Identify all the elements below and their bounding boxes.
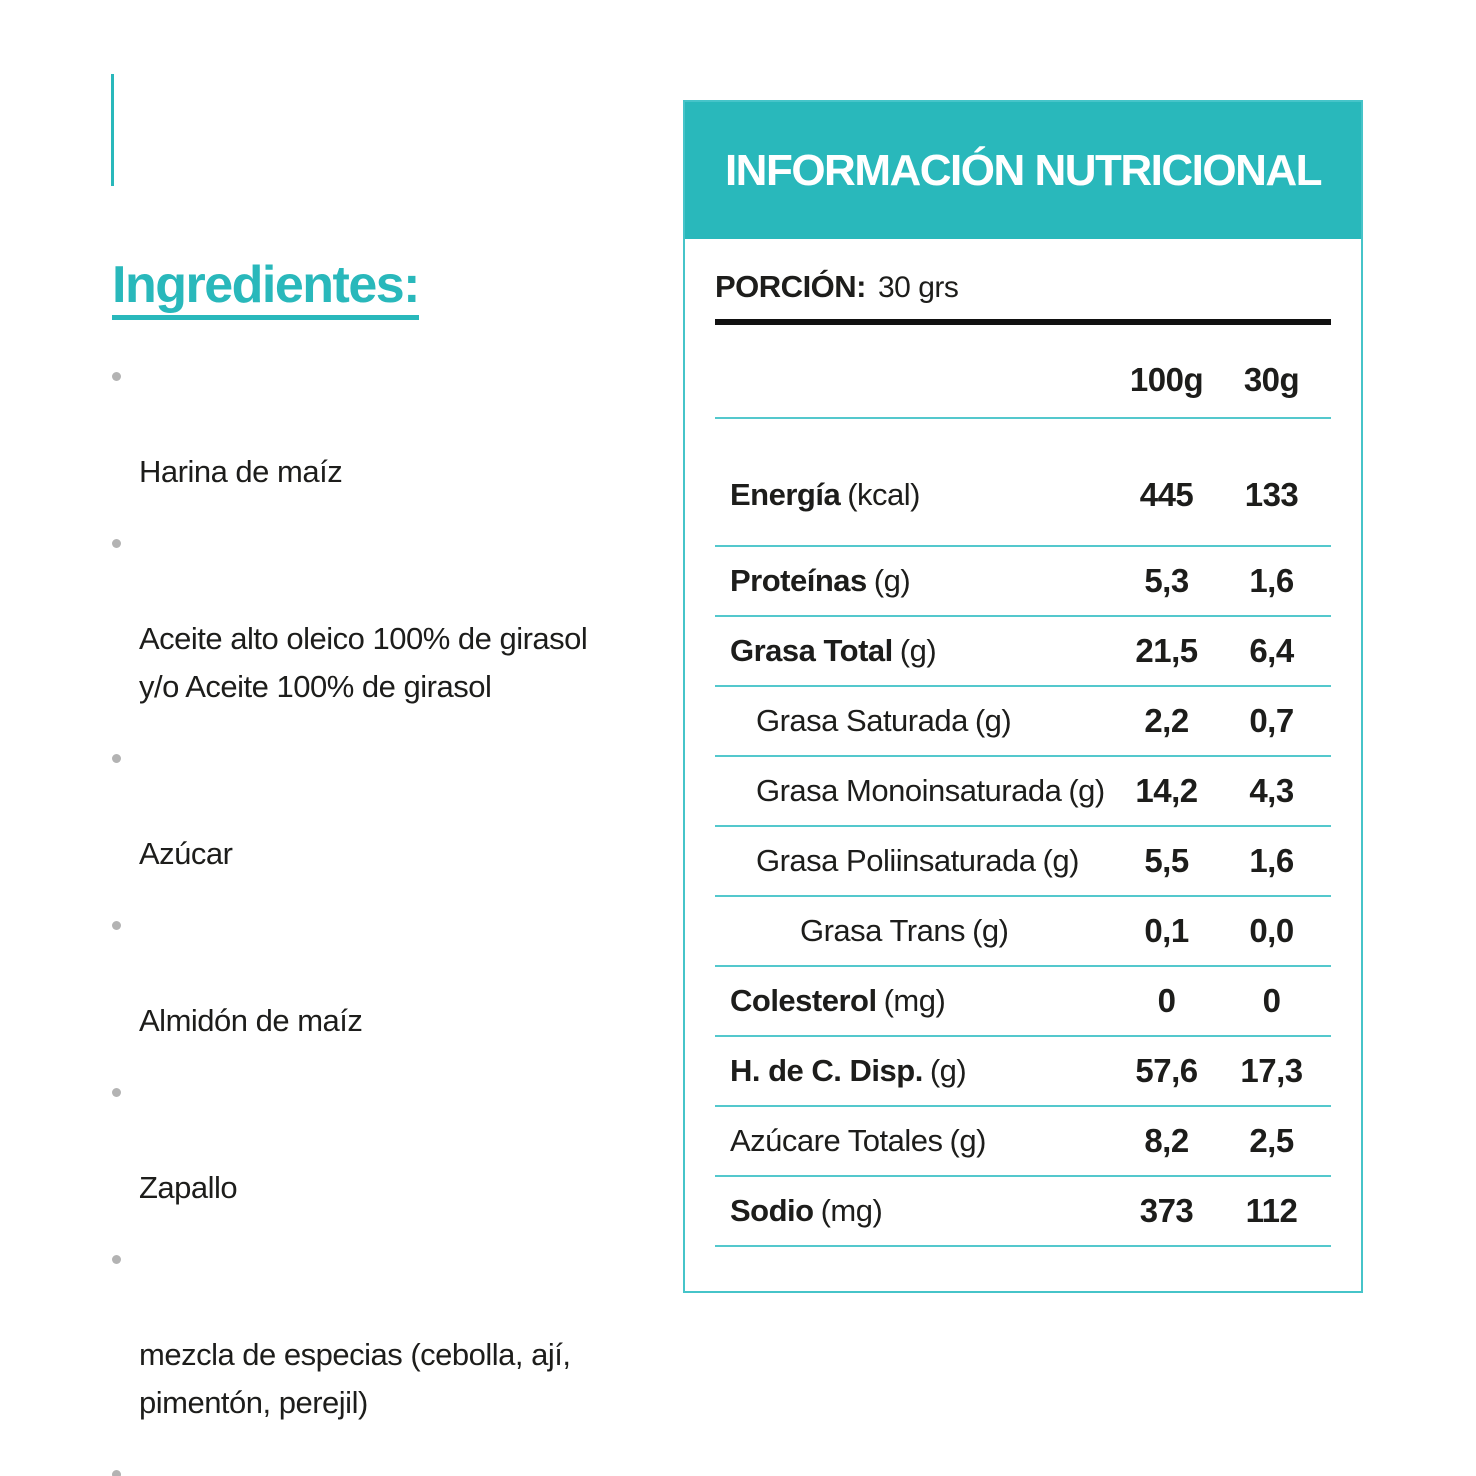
column-header-30g: 30g [1243,361,1300,398]
ingredient-item: Aceite alto oleico 100% de girasol y/o A… [112,519,687,711]
nutrient-name: Grasa Poliinsaturada [756,843,1036,878]
nutrition-row: Grasa Trans (g) 0,1 0,0 [715,897,1331,967]
ingredient-item: mezcla de especias (cebolla, ají, piment… [112,1235,687,1427]
value-per-30g: 0,7 [1249,702,1294,739]
ingredient-item: Almidón de maíz [112,901,687,1045]
bullet-icon [112,539,121,548]
nutrient-unit: (g) [1042,843,1080,878]
nutrition-content: PORCIÓN: 30 grs 100g 30g Energía (kcal) 4… [685,269,1361,1247]
nutrient-name: Grasa Monoinsaturada [756,773,1062,808]
nutrient-unit: (mg) [820,1193,883,1228]
nutrient-name: Proteínas [730,563,867,598]
bullet-icon [112,1255,121,1264]
portion-divider-rule [715,319,1331,325]
column-header-row: 100g 30g [715,361,1331,419]
nutrient-name: H. de C. Disp. [730,1053,923,1088]
nutrition-row: Proteínas (g) 5,3 1,6 [715,547,1331,617]
ingredient-text: Harina de maíz [139,454,343,489]
value-per-100g: 21,5 [1135,632,1198,669]
nutrient-unit: (g) [974,703,1012,738]
ingredient-text: Zapallo [139,1170,238,1205]
value-per-30g: 112 [1245,1192,1298,1229]
nutrient-name: Energía [730,477,841,512]
ingredient-text: Aceite alto oleico 100% de girasol y/o A… [139,621,588,704]
value-per-100g: 445 [1139,476,1194,513]
bullet-icon [112,921,121,930]
nutrition-rows: Energía (kcal) 445 133 Proteínas (g) 5,3 1… [715,419,1331,1247]
nutrient-name: Azúcare Totales [730,1123,943,1158]
nutrient-name: Grasa Total [730,633,893,668]
nutrition-row: H. de C. Disp. (g) 57,6 17,3 [715,1037,1331,1107]
ingredients-list: Harina de maíz Aceite alto oleico 100% d… [112,352,687,1476]
value-per-100g: 5,5 [1144,842,1189,879]
nutrient-name: Grasa Trans [800,913,966,948]
nutrient-unit: (mg) [883,983,946,1018]
nutrition-row: Azúcare Totales (g) 8,2 2,5 [715,1107,1331,1177]
ingredient-item: Zapallo [112,1068,687,1212]
nutrition-row: Grasa Saturada (g) 2,2 0,7 [715,687,1331,757]
nutrition-header-band: INFORMACIÓN NUTRICIONAL [685,102,1361,239]
ingredient-text: mezcla de especias (cebolla, ají, piment… [139,1337,571,1420]
nutrient-unit: (g) [929,1053,967,1088]
nutrition-row: Grasa Total (g) 21,5 6,4 [715,617,1331,687]
nutrient-name: Sodio [730,1193,814,1228]
nutrient-name: Colesterol [730,983,877,1018]
ingredient-text: Azúcar [139,836,233,871]
value-per-30g: 1,6 [1249,842,1294,879]
nutrient-unit: (g) [972,913,1009,948]
value-per-100g: 2,2 [1144,702,1189,739]
portion-line: PORCIÓN: 30 grs [715,269,1331,305]
value-per-100g: 14,2 [1135,772,1198,809]
column-header-100g: 100g [1129,361,1204,398]
nutrient-unit: (kcal) [847,477,920,512]
nutrition-row: Energía (kcal) 445 133 [715,419,1331,547]
nutrient-name: Grasa Saturada [756,703,968,738]
value-per-100g: 57,6 [1135,1052,1198,1089]
value-per-100g: 0,1 [1144,912,1189,949]
nutrient-unit: (g) [949,1123,987,1158]
bullet-icon [112,1470,121,1476]
nutrition-panel: INFORMACIÓN NUTRICIONAL PORCIÓN: 30 grs … [683,100,1363,1293]
ingredients-title: Ingredientes: [112,255,421,314]
bullet-icon [112,372,121,381]
ingredient-item: Azúcar [112,734,687,878]
ingredient-text: Almidón de maíz [139,1003,363,1038]
value-per-30g: 4,3 [1249,772,1294,809]
value-per-30g: 0 [1262,982,1281,1019]
nutrition-row: Grasa Monoinsaturada (g) 14,2 4,3 [715,757,1331,827]
value-per-30g: 2,5 [1249,1122,1294,1159]
bullet-icon [112,754,121,763]
bullet-icon [112,1088,121,1097]
nutrition-title: INFORMACIÓN NUTRICIONAL [724,145,1323,195]
accent-vertical-line [111,74,114,186]
portion-label: PORCIÓN: [715,269,867,304]
value-per-30g: 17,3 [1240,1052,1303,1089]
ingredient-item: Tomate [112,1450,687,1476]
nutrition-row: Colesterol (mg) 0 0 [715,967,1331,1037]
value-per-30g: 6,4 [1249,632,1294,669]
value-per-100g: 8,2 [1144,1122,1189,1159]
value-per-30g: 133 [1244,476,1299,513]
nutrient-unit: (g) [873,563,911,598]
value-per-30g: 0,0 [1249,912,1294,949]
nutrient-unit: (g) [1068,773,1105,808]
nutrient-unit: (g) [899,633,937,668]
value-per-100g: 5,3 [1144,562,1189,599]
value-per-30g: 1,6 [1249,562,1294,599]
value-per-100g: 373 [1139,1192,1194,1229]
ingredient-item: Harina de maíz [112,352,687,496]
value-per-100g: 0 [1157,982,1176,1019]
nutrition-row: Grasa Poliinsaturada (g) 5,5 1,6 [715,827,1331,897]
nutrition-row: Sodio (mg) 373 112 [715,1177,1331,1247]
portion-value: 30 grs [878,271,959,304]
